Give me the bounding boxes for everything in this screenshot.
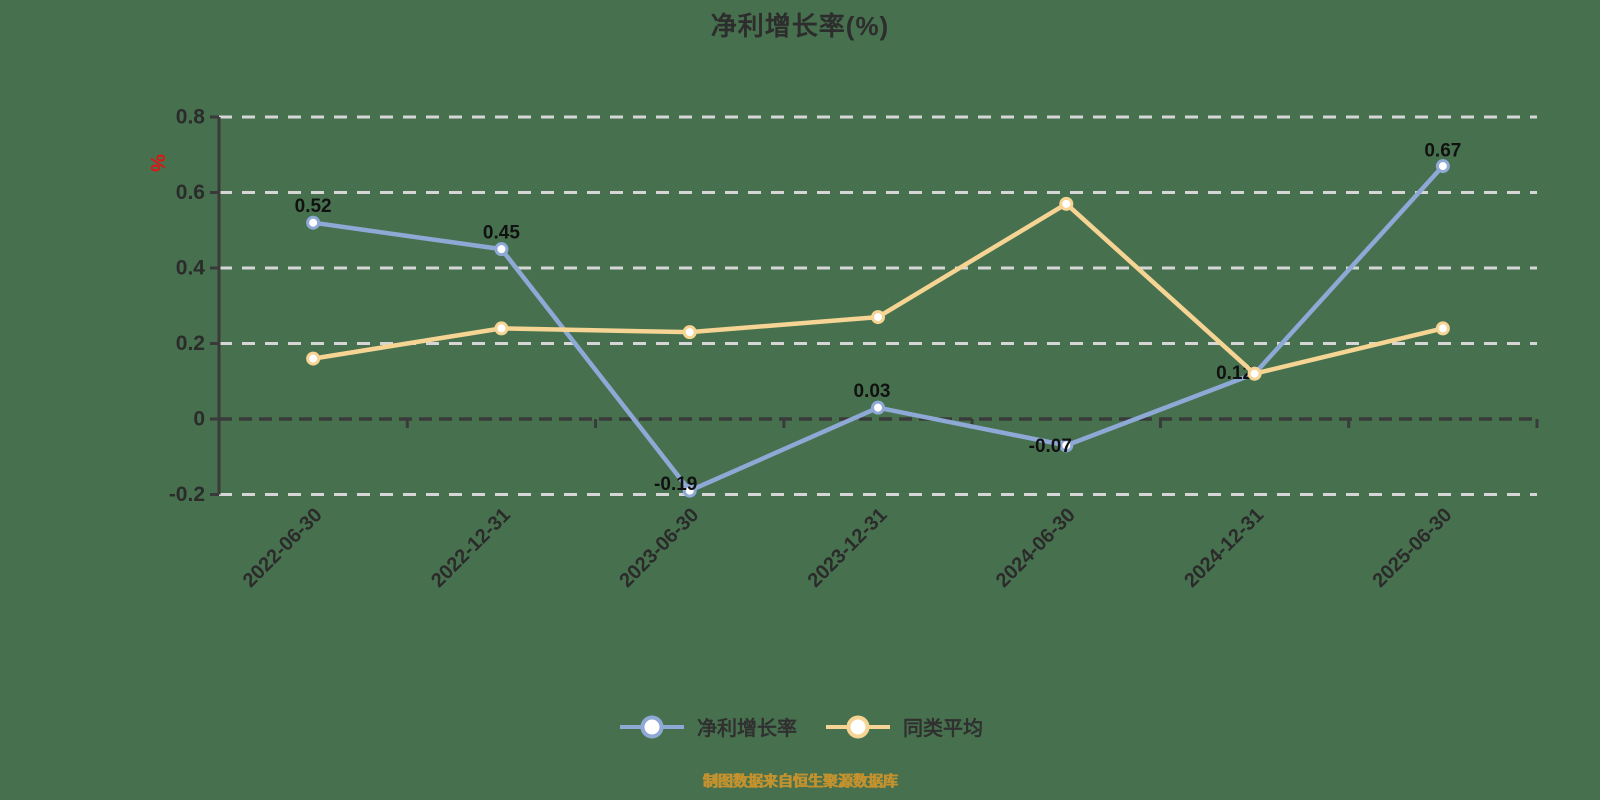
data-point-marker[interactable] <box>682 483 697 498</box>
x-tick-label: 2024-06-30 <box>992 504 1080 592</box>
y-axis-labels: -0.2 0 0.2 0.4 0.6 0.8 <box>169 106 205 507</box>
data-point-label: -0.19 <box>654 474 697 495</box>
data-point-marker[interactable] <box>306 351 321 366</box>
source-note: 制图数据来自恒生聚源数据库 <box>702 773 898 790</box>
x-axis-labels: 2022-06-30 2022-12-31 2023-06-30 2023-12-31… <box>239 504 1457 592</box>
y-tick-label: -0.2 <box>169 483 205 506</box>
legend-marker-yellow-icon <box>826 715 890 738</box>
data-point-label: 0.45 <box>483 223 520 244</box>
x-tick-label: 2022-06-30 <box>239 504 327 592</box>
series-line-0 <box>310 163 1446 493</box>
legend: 净利增长率 同类平均 <box>0 712 1600 741</box>
legend-label-peer-average: 同类平均 <box>903 718 983 740</box>
data-point-marker[interactable] <box>1435 159 1450 174</box>
data-point-marker[interactable] <box>1059 438 1074 453</box>
data-point-marker[interactable] <box>871 310 885 325</box>
legend-item-net-profit-growth[interactable]: 净利增长率 <box>617 712 797 741</box>
data-point-marker[interactable] <box>682 325 697 340</box>
data-point-marker[interactable] <box>1247 366 1262 381</box>
data-point-marker[interactable] <box>1435 321 1450 336</box>
y-tick-label: 0.4 <box>176 257 206 280</box>
y-axis-unit-label: % <box>146 154 168 172</box>
data-point-marker[interactable] <box>306 215 321 230</box>
data-point-marker[interactable] <box>871 400 885 415</box>
data-point-label: 0.52 <box>295 196 332 217</box>
data-point-label: 0.67 <box>1424 141 1461 162</box>
x-tick-label: 2023-06-30 <box>615 504 703 592</box>
y-tick-label: 0.8 <box>176 106 206 129</box>
y-tick-label: 0.6 <box>176 181 205 204</box>
x-tick-label: 2024-12-31 <box>1180 504 1268 592</box>
legend-item-peer-average[interactable]: 同类平均 <box>823 712 983 741</box>
data-point-marker[interactable] <box>494 242 509 257</box>
y-tick-label: 0.2 <box>176 332 205 355</box>
legend-marker-blue-icon <box>620 715 684 738</box>
gridlines <box>219 115 1537 496</box>
data-point-label: 0.12 <box>1216 363 1253 384</box>
axes <box>210 115 1539 496</box>
x-tick-label: 2025-06-30 <box>1368 504 1456 592</box>
y-tick-label: 0 <box>193 408 205 431</box>
data-point-marker[interactable] <box>1059 196 1074 211</box>
x-tick-label: 2023-12-31 <box>804 504 892 592</box>
data-point-marker[interactable] <box>494 321 509 336</box>
data-point-label: -0.07 <box>1029 436 1072 457</box>
x-tick-label: 2022-12-31 <box>427 504 515 592</box>
chart-title: 净利增长率(%) <box>710 11 890 41</box>
series-1 <box>306 196 1450 381</box>
data-point-label: 0.03 <box>854 381 891 402</box>
legend-label-net-profit-growth: 净利增长率 <box>697 718 797 740</box>
